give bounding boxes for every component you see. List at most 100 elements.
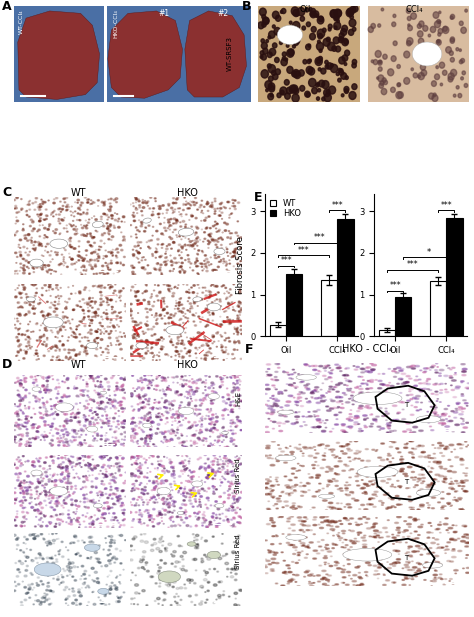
Circle shape — [376, 402, 379, 403]
Circle shape — [198, 484, 200, 485]
Circle shape — [135, 505, 137, 506]
Circle shape — [273, 398, 277, 400]
Circle shape — [184, 348, 186, 349]
Circle shape — [435, 394, 438, 395]
Circle shape — [146, 605, 147, 606]
Circle shape — [36, 491, 38, 492]
Circle shape — [361, 399, 364, 400]
Circle shape — [46, 243, 49, 245]
Circle shape — [201, 263, 203, 265]
Circle shape — [344, 62, 347, 65]
Circle shape — [64, 570, 66, 571]
Circle shape — [241, 454, 242, 455]
Circle shape — [173, 328, 174, 329]
Circle shape — [356, 585, 361, 586]
Circle shape — [146, 347, 148, 349]
Circle shape — [406, 423, 410, 424]
Circle shape — [442, 423, 446, 424]
Circle shape — [109, 287, 110, 288]
Circle shape — [68, 359, 69, 360]
Circle shape — [169, 226, 170, 227]
Circle shape — [181, 470, 183, 472]
Circle shape — [77, 213, 79, 214]
Circle shape — [47, 586, 50, 587]
Circle shape — [26, 490, 28, 492]
Circle shape — [453, 94, 456, 97]
Circle shape — [450, 57, 455, 62]
Circle shape — [438, 502, 440, 503]
Circle shape — [266, 523, 270, 525]
Circle shape — [133, 388, 134, 389]
Circle shape — [290, 21, 292, 24]
Circle shape — [374, 491, 378, 492]
Circle shape — [73, 477, 75, 478]
Circle shape — [176, 220, 177, 221]
Circle shape — [150, 515, 153, 516]
Bar — [395, 297, 411, 336]
Circle shape — [173, 470, 175, 472]
Circle shape — [216, 286, 218, 287]
Circle shape — [79, 213, 81, 215]
Circle shape — [264, 540, 267, 541]
Circle shape — [60, 201, 61, 202]
Circle shape — [231, 257, 232, 258]
Circle shape — [138, 446, 141, 448]
Circle shape — [304, 576, 306, 577]
Circle shape — [46, 218, 47, 220]
Bar — [379, 330, 395, 336]
Circle shape — [329, 495, 333, 496]
Circle shape — [35, 284, 36, 285]
Circle shape — [212, 336, 214, 337]
Circle shape — [282, 491, 284, 492]
Circle shape — [61, 429, 64, 431]
Circle shape — [397, 413, 399, 414]
Circle shape — [81, 213, 82, 215]
Circle shape — [219, 300, 221, 302]
Circle shape — [98, 257, 100, 259]
Circle shape — [42, 335, 44, 337]
Circle shape — [18, 461, 20, 462]
Circle shape — [37, 303, 40, 305]
Circle shape — [266, 363, 271, 365]
Circle shape — [44, 238, 45, 239]
Circle shape — [303, 421, 305, 422]
Circle shape — [343, 553, 345, 554]
Circle shape — [455, 491, 458, 492]
Circle shape — [218, 597, 221, 598]
Circle shape — [189, 463, 190, 464]
Circle shape — [410, 414, 414, 415]
Circle shape — [269, 85, 274, 92]
Circle shape — [214, 505, 216, 507]
Circle shape — [135, 197, 137, 199]
Circle shape — [113, 445, 115, 447]
Circle shape — [223, 502, 225, 503]
Circle shape — [158, 413, 159, 414]
Circle shape — [284, 501, 288, 502]
Circle shape — [206, 267, 208, 268]
Circle shape — [189, 241, 191, 242]
Circle shape — [27, 416, 29, 417]
Circle shape — [104, 287, 106, 288]
Circle shape — [361, 537, 365, 539]
Circle shape — [404, 78, 410, 85]
Circle shape — [64, 316, 66, 317]
Circle shape — [431, 483, 435, 485]
Circle shape — [42, 310, 43, 311]
Circle shape — [203, 570, 205, 571]
Circle shape — [195, 217, 197, 219]
Circle shape — [188, 402, 191, 404]
Circle shape — [156, 318, 158, 320]
Text: HKO-CCl₄: HKO-CCl₄ — [114, 9, 119, 38]
Circle shape — [378, 67, 382, 71]
Circle shape — [176, 432, 178, 433]
Circle shape — [151, 335, 153, 336]
Circle shape — [392, 420, 397, 421]
Circle shape — [121, 221, 122, 222]
Circle shape — [94, 259, 96, 261]
Circle shape — [392, 22, 396, 27]
Circle shape — [43, 265, 45, 266]
Circle shape — [49, 542, 52, 545]
Circle shape — [189, 500, 191, 502]
Circle shape — [237, 305, 239, 307]
Circle shape — [155, 385, 157, 387]
